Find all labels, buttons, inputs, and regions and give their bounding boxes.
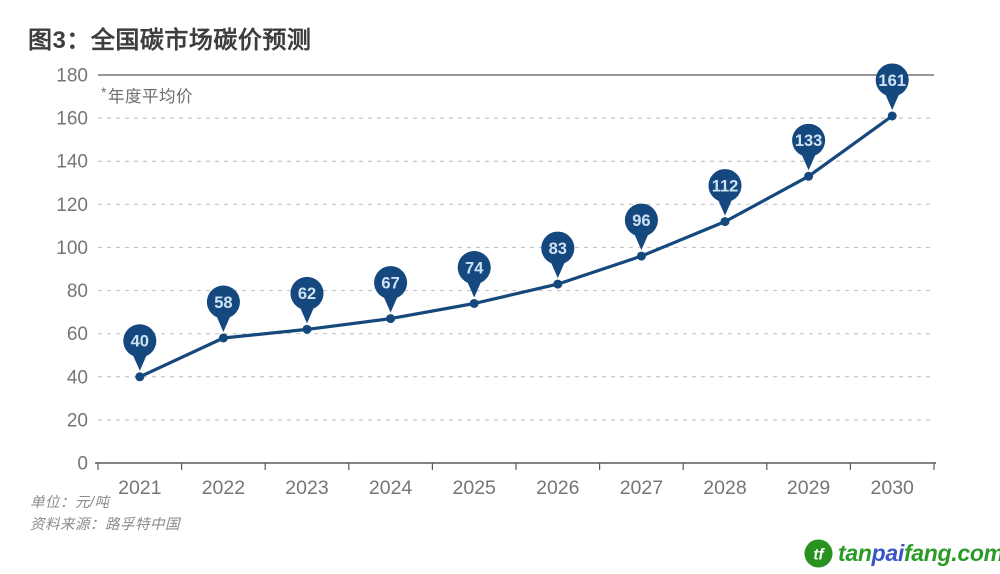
y-axis-label: 60 xyxy=(67,324,88,345)
logo-monogram: tf xyxy=(813,546,825,563)
data-label-balloon xyxy=(374,266,408,313)
data-label-balloon xyxy=(708,169,742,216)
x-axis-label: 2028 xyxy=(703,477,746,499)
x-axis-label: 2026 xyxy=(536,477,579,499)
annotation-asterisk: * xyxy=(101,84,107,100)
x-axis-label: 2029 xyxy=(787,477,830,499)
watermark-text-pai: pai xyxy=(871,540,905,566)
data-point xyxy=(553,279,563,289)
data-label-value: 74 xyxy=(465,259,484,277)
unit-note: 单位：元/吨 xyxy=(30,495,110,511)
watermark-text-tan: tan xyxy=(838,540,872,566)
tanpaifang-logo-icon: tf xyxy=(804,539,833,568)
data-point xyxy=(386,314,396,324)
data-label-balloon xyxy=(123,324,157,371)
price-line xyxy=(138,114,894,379)
data-label-balloon xyxy=(541,231,575,279)
data-point xyxy=(469,298,479,308)
data-label-balloon xyxy=(457,251,491,298)
data-point xyxy=(135,372,145,382)
data-label-balloon xyxy=(624,203,658,251)
data-label-value: 96 xyxy=(632,212,650,230)
chart-annotation: *年度平均价 xyxy=(101,83,193,107)
data-point xyxy=(636,251,646,261)
data-point xyxy=(218,333,228,343)
x-axis-label: 2022 xyxy=(202,477,245,499)
y-axis-label: 160 xyxy=(56,109,88,130)
data-label-value: 58 xyxy=(214,294,232,312)
figure-title: 图3：全国碳市场碳价预测 xyxy=(28,27,312,54)
logo-circle xyxy=(804,539,833,568)
data-label-balloon xyxy=(290,276,324,324)
y-axis-label: 20 xyxy=(67,410,88,431)
x-axis-label: 2024 xyxy=(369,477,413,499)
x-axis-label: 2027 xyxy=(620,477,663,499)
x-axis-label: 2023 xyxy=(285,477,328,499)
data-label-value: 40 xyxy=(131,333,149,351)
y-axis-label: 100 xyxy=(56,238,88,259)
data-label-balloon xyxy=(792,123,826,171)
data-label-value: 133 xyxy=(795,132,823,150)
x-axis-label: 2021 xyxy=(118,477,161,499)
data-point xyxy=(804,171,814,181)
tanpaifang-watermark: tf tanpaifang.com xyxy=(804,539,1000,568)
watermark-text: tanpaifang.com xyxy=(838,540,1000,567)
carbon-price-line-chart: 0 20 40 60 80 100 120 140 160 180 2021 2022 2023 2024… xyxy=(56,63,936,499)
data-point xyxy=(887,111,897,121)
chart-footnotes: 单位：元/吨 资料来源：路孚特中国 xyxy=(30,492,180,536)
source-note: 资料来源：路孚特中国 xyxy=(30,517,180,533)
x-axis-label: 2030 xyxy=(871,477,915,499)
data-label-value: 83 xyxy=(549,240,567,258)
data-label-value: 67 xyxy=(381,274,399,292)
y-axis-label: 0 xyxy=(77,454,88,475)
data-label-value: 62 xyxy=(298,285,316,303)
y-axis-label: 120 xyxy=(56,195,88,216)
y-axis-label: 40 xyxy=(67,367,88,388)
data-label-value: 161 xyxy=(878,72,906,90)
data-label-balloon xyxy=(875,63,909,110)
y-axis-label: 140 xyxy=(56,152,88,173)
data-label-value: 112 xyxy=(712,177,739,195)
x-axis-label: 2025 xyxy=(453,477,497,499)
watermark-text-fang: fang.com xyxy=(903,540,1000,566)
annotation-text: 年度平均价 xyxy=(107,88,193,106)
data-point xyxy=(302,324,312,334)
data-label-balloon xyxy=(206,285,240,332)
y-axis-label: 80 xyxy=(67,281,88,302)
y-axis-label: 180 xyxy=(56,66,88,87)
data-point xyxy=(720,217,730,227)
